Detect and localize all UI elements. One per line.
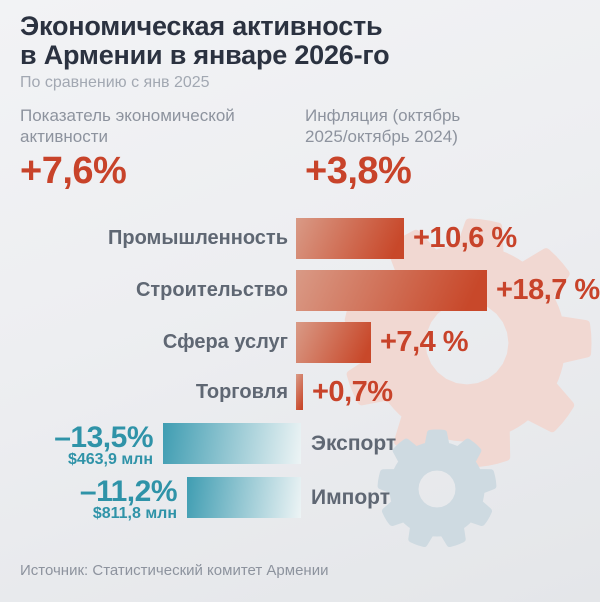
bar-value-export: –13,5% $463,9 млн bbox=[54, 421, 153, 468]
bar-value-construction: +18,7 % bbox=[496, 274, 600, 306]
stat-economic-activity-value: +7,6% bbox=[20, 150, 127, 192]
page-title-line1: Экономическая активность bbox=[20, 11, 383, 41]
growth-bar-chart: Промышленность +10,6 % Строительство +18… bbox=[0, 218, 600, 410]
bar-industry bbox=[296, 218, 404, 259]
bar-value-import: –11,2% $811,8 млн bbox=[79, 475, 178, 522]
stat-inflation: Инфляция (октябрь 2025/октябрь 2024) +3,… bbox=[305, 105, 585, 191]
bar-value-trade: +0,7% bbox=[312, 375, 393, 408]
table-row: Строительство +18,7 % bbox=[0, 270, 600, 311]
bar-construction bbox=[296, 270, 487, 311]
page-title: Экономическая активность в Армении в янв… bbox=[20, 11, 390, 70]
stat-label-line: Показатель экономической bbox=[20, 106, 235, 125]
bar-label-trade: Торговля bbox=[195, 380, 288, 403]
stat-inflation-label: Инфляция (октябрь 2025/октябрь 2024) bbox=[305, 105, 585, 147]
bar-import bbox=[187, 477, 301, 518]
stat-economic-activity-label: Показатель экономической активности bbox=[20, 105, 300, 147]
table-row: Сфера услуг +7,4 % bbox=[0, 322, 600, 363]
bar-label-industry: Промышленность bbox=[108, 227, 288, 249]
table-row: Промышленность +10,6 % bbox=[0, 218, 600, 259]
bar-export bbox=[163, 423, 301, 464]
import-percent: –11,2% bbox=[79, 475, 178, 508]
bar-label-export: Экспорт bbox=[311, 431, 397, 455]
bar-label-import: Импорт bbox=[311, 485, 390, 509]
page-title-line2: в Армении в январе 2026-го bbox=[20, 40, 390, 70]
stat-inflation-value: +3,8% bbox=[305, 150, 412, 192]
stat-label-line: Инфляция (октябрь bbox=[305, 106, 461, 125]
bar-value-services: +7,4 % bbox=[380, 326, 469, 358]
bar-value-industry: +10,6 % bbox=[413, 222, 517, 254]
import-amount: $811,8 млн bbox=[92, 505, 177, 522]
table-row: Торговля +0,7% bbox=[0, 374, 600, 410]
page-subtitle: По сравнению с янв 2025 bbox=[20, 74, 210, 91]
bar-label-construction: Строительство bbox=[135, 279, 288, 301]
stat-economic-activity: Показатель экономической активности +7,6… bbox=[20, 105, 300, 191]
source-note: Источник: Статистический комитет Армении bbox=[20, 562, 329, 579]
bar-trade bbox=[296, 374, 303, 410]
table-row: –13,5% $463,9 млн Экспорт bbox=[0, 421, 600, 468]
export-amount: $463,9 млн bbox=[67, 451, 153, 468]
bar-services bbox=[296, 322, 371, 363]
bar-label-services: Сфера услуг bbox=[162, 331, 288, 353]
export-percent: –13,5% bbox=[54, 421, 153, 454]
stat-label-line: активности bbox=[20, 127, 109, 146]
stat-label-line: 2025/октябрь 2024) bbox=[305, 127, 458, 146]
table-row: –11,2% $811,8 млн Импорт bbox=[0, 475, 600, 522]
